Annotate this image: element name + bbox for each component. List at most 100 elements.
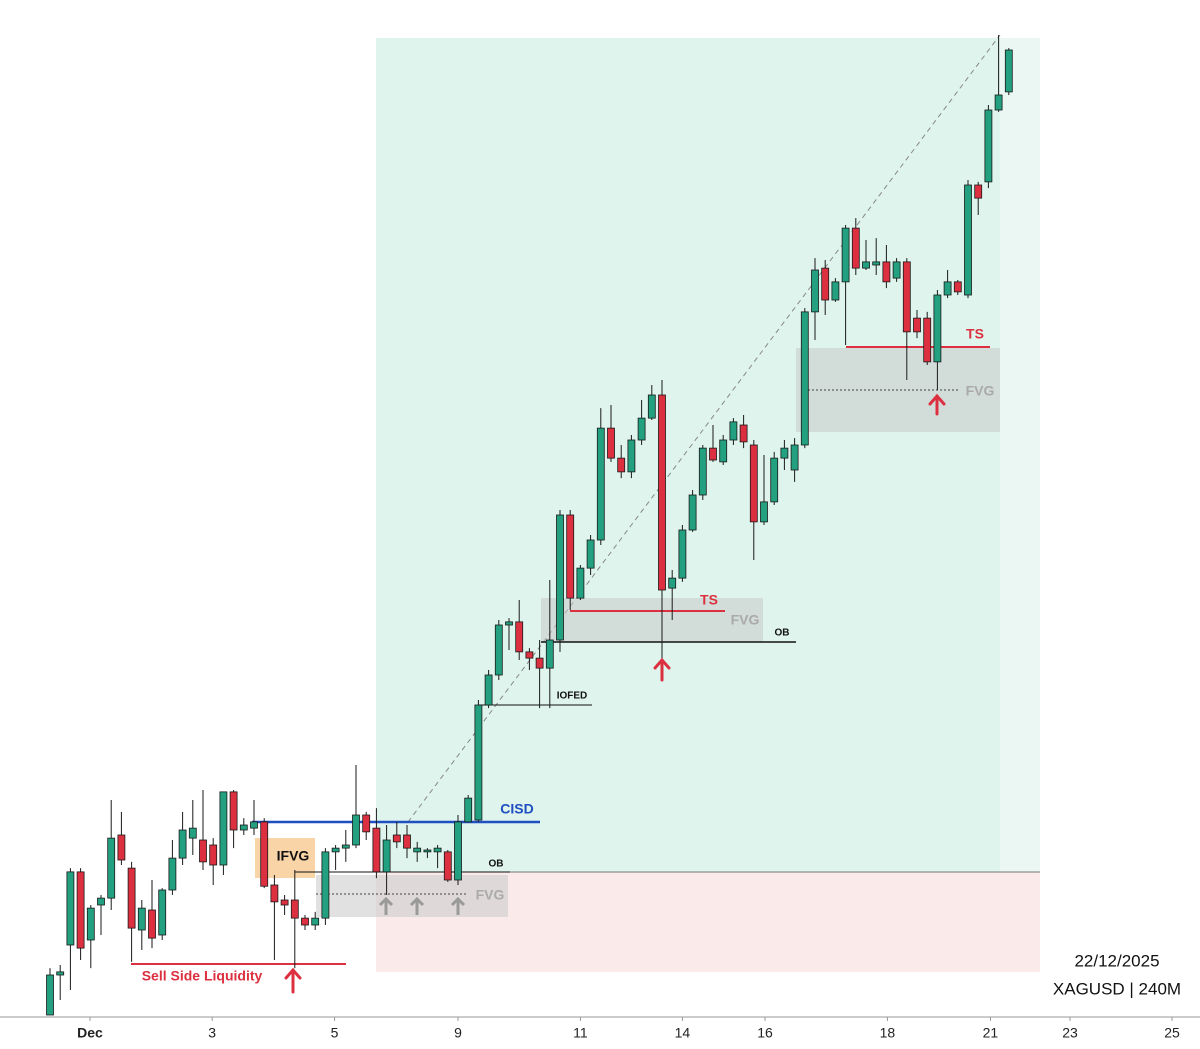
candle-body (556, 514, 564, 641)
candle-body (56, 971, 65, 976)
candle-body (851, 227, 860, 269)
annotation: FVG (476, 887, 505, 903)
candle-body (596, 427, 605, 541)
candle-body (790, 444, 799, 471)
candle-body (994, 94, 1003, 111)
trend-diagonal (407, 34, 1001, 823)
x-tick-label: 11 (573, 1025, 588, 1041)
candle-body (545, 639, 554, 669)
x-tick-label: 16 (757, 1025, 773, 1041)
candle-body (392, 834, 401, 843)
candle-body (902, 261, 911, 333)
x-tick-label: 14 (675, 1025, 691, 1041)
candle-body (974, 184, 983, 199)
x-tick-label: 9 (454, 1025, 462, 1041)
candle-body (494, 624, 503, 676)
candle-body (658, 394, 666, 591)
candle-body (770, 457, 779, 503)
date-label: 22/12/2025 (1074, 951, 1159, 970)
candle-body (250, 821, 258, 829)
candle-body (943, 281, 952, 296)
x-tick-label: Dec (77, 1025, 103, 1041)
candle-body (505, 621, 513, 626)
candle-body (586, 539, 595, 569)
candle-body (46, 974, 54, 1016)
candle-body (668, 577, 677, 589)
candle-body (178, 829, 187, 859)
annotation: OB (489, 859, 504, 870)
candle-body (882, 261, 891, 283)
candle-body (474, 704, 483, 821)
candle-body (729, 421, 738, 441)
arrows (284, 393, 946, 994)
candle-body (892, 261, 901, 279)
candle-body (984, 109, 993, 183)
x-tick-label: 5 (331, 1025, 339, 1041)
candle-body (117, 834, 126, 861)
candle-body (137, 907, 146, 931)
fvg-box (316, 875, 508, 917)
candle-body (566, 514, 575, 599)
candle-body (872, 261, 881, 266)
candle-body (749, 444, 758, 523)
candle-body (270, 884, 279, 903)
candle-body (698, 447, 707, 496)
candle-body (617, 457, 626, 473)
candle-body (158, 889, 167, 936)
x-tick-label: 25 (1164, 1025, 1180, 1041)
candle-body (576, 567, 585, 599)
candle-body (86, 907, 95, 941)
candle-body (464, 797, 473, 823)
candle-body (913, 317, 921, 333)
x-tick-label: 23 (1062, 1025, 1078, 1041)
annotation: Sell Side Liquidity (142, 968, 263, 984)
candle-body (423, 849, 432, 853)
candle-body (209, 844, 218, 866)
candle-body (76, 871, 85, 949)
annotation: IOFED (557, 691, 588, 702)
candle-body (739, 424, 748, 443)
candle-body (831, 281, 840, 301)
candle-body (443, 851, 452, 881)
x-tick-label: 21 (983, 1025, 999, 1041)
annotation: TS (700, 592, 718, 608)
candle-body (841, 227, 850, 283)
candle-body (362, 814, 371, 833)
candle-body (107, 837, 116, 899)
candle-body (239, 824, 248, 831)
candle-body (188, 827, 197, 839)
candle-body (933, 294, 942, 363)
candle-body (433, 847, 442, 853)
candle-body (372, 827, 381, 873)
candle-body (280, 899, 289, 906)
candle-body (1004, 49, 1013, 93)
candle-body (800, 311, 809, 446)
candle-body (535, 657, 544, 669)
candle-body (607, 427, 615, 459)
candle-body (148, 909, 156, 939)
candle-body (719, 439, 728, 463)
candle-body (229, 791, 238, 831)
candle-body (168, 857, 177, 891)
candle-body (127, 867, 136, 929)
candle-body (321, 851, 330, 919)
candle-body (260, 821, 269, 887)
arrows (378, 896, 466, 915)
candle-body (301, 917, 309, 926)
x-tick-label: 3 (208, 1025, 216, 1041)
candle-body (688, 494, 697, 531)
candle-body (413, 847, 422, 853)
fvg-box (541, 598, 763, 642)
candle-body (525, 651, 534, 659)
candle-body (647, 394, 656, 419)
candle-body (821, 267, 830, 301)
candle-body (811, 269, 819, 313)
candle-body (760, 501, 768, 523)
candle-body (66, 871, 75, 946)
candle-body (923, 317, 932, 363)
candle-body (964, 184, 972, 296)
candle-body (953, 281, 962, 293)
candle-body (219, 791, 228, 866)
candle-body (403, 834, 411, 849)
candle-body (454, 821, 462, 881)
